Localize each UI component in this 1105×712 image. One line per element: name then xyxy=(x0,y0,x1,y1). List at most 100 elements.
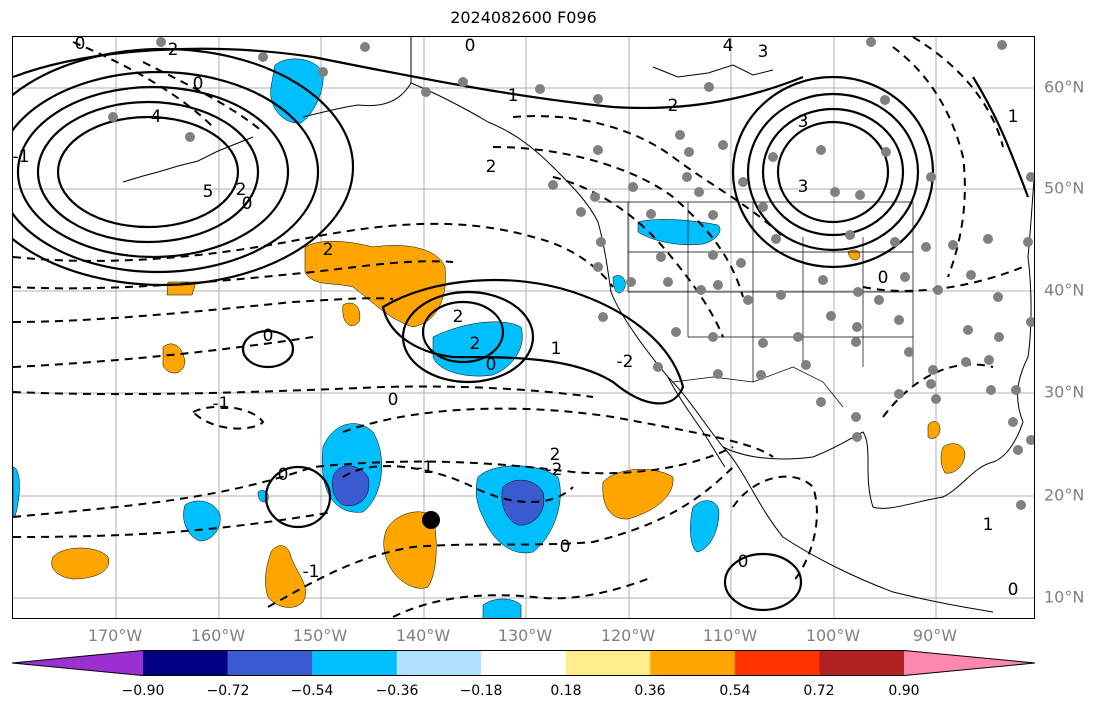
contour-dashed xyxy=(342,465,574,503)
colorbar-tick-label: 0.36 xyxy=(634,683,666,699)
contour-dashed xyxy=(882,363,994,418)
contour-label: 3 xyxy=(798,112,809,132)
contour-dashed xyxy=(892,46,966,278)
contour-label: 3 xyxy=(798,177,809,197)
lat-label: 50°N xyxy=(1044,178,1085,198)
lon-label: 130°W xyxy=(497,626,553,645)
colorbar-extend-min xyxy=(12,650,143,676)
shade-negative xyxy=(690,500,720,553)
shaded-anomalies xyxy=(13,58,966,618)
colorbar-tick-label: 0.54 xyxy=(719,683,751,699)
contour-label: 0 xyxy=(465,37,476,56)
shade-negative xyxy=(183,500,221,542)
colorbar-segment xyxy=(819,650,905,676)
colorbar-segment xyxy=(396,650,482,676)
border-us-mexico xyxy=(672,366,844,408)
shade-positive xyxy=(51,547,109,580)
contour-low-pacific xyxy=(13,70,320,274)
lon-label: 110°W xyxy=(702,626,758,645)
contour-low-canada xyxy=(731,75,935,269)
shade-positive xyxy=(927,421,941,439)
colorbar-segment xyxy=(481,650,567,676)
contour-low-pacific xyxy=(16,85,290,259)
contour-label: 0 xyxy=(278,465,289,485)
contour-ridge xyxy=(13,47,804,110)
colorbar-tick-label: −0.72 xyxy=(206,683,250,699)
contour-zero xyxy=(241,329,295,369)
contour-label: 2 xyxy=(668,96,679,116)
contour-low-offshore xyxy=(421,300,505,364)
storm-center-marker xyxy=(422,511,440,529)
contour-label: 0 xyxy=(1008,580,1019,600)
contour-dashed xyxy=(191,405,265,430)
contour-label-group: 0 2 4 0 2 1 2 3 4 5 2 0 2 0 -1 2 3 1 -2 … xyxy=(13,37,1018,600)
coast-aleutian xyxy=(122,136,254,183)
contour-dashed xyxy=(862,266,1024,292)
contour-low-pacific xyxy=(56,115,240,229)
contour-label: -1 xyxy=(303,562,320,582)
map-canvas: 0 2 4 0 2 1 2 3 4 5 2 0 2 0 -1 2 3 1 -2 … xyxy=(13,37,1034,618)
contour-zero xyxy=(723,552,803,612)
station-dots xyxy=(108,37,1034,510)
shade-positive xyxy=(602,468,674,520)
contours-dashed xyxy=(13,37,1024,618)
shade-positive xyxy=(940,443,966,474)
contour-low-canada xyxy=(746,92,920,252)
shade-negative xyxy=(612,275,626,294)
contour-trough xyxy=(381,278,685,405)
contour-label: 2 xyxy=(453,307,464,327)
contour-label: 2 xyxy=(486,157,497,177)
contour-label: -2 xyxy=(617,352,634,372)
colorbar xyxy=(12,650,1035,676)
contour-label: 4 xyxy=(151,107,162,127)
coast-canada-north xyxy=(652,64,774,78)
colorbar-segment xyxy=(227,650,313,676)
colorbar-segment xyxy=(650,650,736,676)
contour-dashed xyxy=(492,146,744,298)
contour-label: 0 xyxy=(388,390,399,410)
contour-label: 5 xyxy=(203,182,214,202)
contour-label: 1 xyxy=(1008,107,1019,127)
lat-label: 60°N xyxy=(1044,77,1085,97)
colorbar-tick-label: −0.36 xyxy=(375,683,419,699)
colorbar-tick-label: −0.54 xyxy=(290,683,334,699)
contour-dashed xyxy=(13,385,594,398)
lon-label: 120°W xyxy=(600,626,656,645)
contour-dashed xyxy=(13,260,454,290)
contour-label: -1 xyxy=(213,394,230,414)
contour-dashed xyxy=(13,511,334,538)
contour-label: 1 xyxy=(551,339,562,359)
contour-label: 3 xyxy=(758,42,769,62)
contour-label: 2 xyxy=(550,445,561,465)
shade-positive xyxy=(342,302,361,326)
shade-positive xyxy=(162,343,186,374)
contour-dashed xyxy=(912,37,1004,148)
contour-label: 0 xyxy=(738,552,749,572)
contour-label: 0 xyxy=(242,194,253,214)
contour-label: 0 xyxy=(193,74,204,94)
contour-label: 1 xyxy=(983,515,994,535)
map-title: 2024082600 F096 xyxy=(450,8,597,27)
contour-low-pacific xyxy=(36,100,260,244)
colorbar-extend-max xyxy=(904,650,1035,676)
shade-strong-negative xyxy=(332,465,370,507)
coast-alaska xyxy=(410,37,1024,509)
lon-label: 160°W xyxy=(190,626,246,645)
contour-dashed xyxy=(142,61,264,133)
contour-label: -1 xyxy=(417,458,434,478)
contour-dashed xyxy=(13,222,614,288)
colorbar-outline xyxy=(12,650,1035,676)
colorbar-segment xyxy=(734,650,820,676)
coast-east xyxy=(1017,173,1034,423)
colorbar-tick-label: −0.90 xyxy=(121,683,165,699)
contour-label: 2 xyxy=(470,334,481,354)
lat-label: 10°N xyxy=(1044,587,1085,607)
contour-label: 2 xyxy=(323,240,334,260)
coast-baja xyxy=(667,376,726,468)
shade-negative xyxy=(13,466,20,518)
shade-negative xyxy=(637,219,721,246)
contour-dashed xyxy=(552,176,724,338)
contour-low-canada xyxy=(776,120,890,224)
contour-dashed xyxy=(392,576,654,618)
coastlines xyxy=(122,37,1034,613)
